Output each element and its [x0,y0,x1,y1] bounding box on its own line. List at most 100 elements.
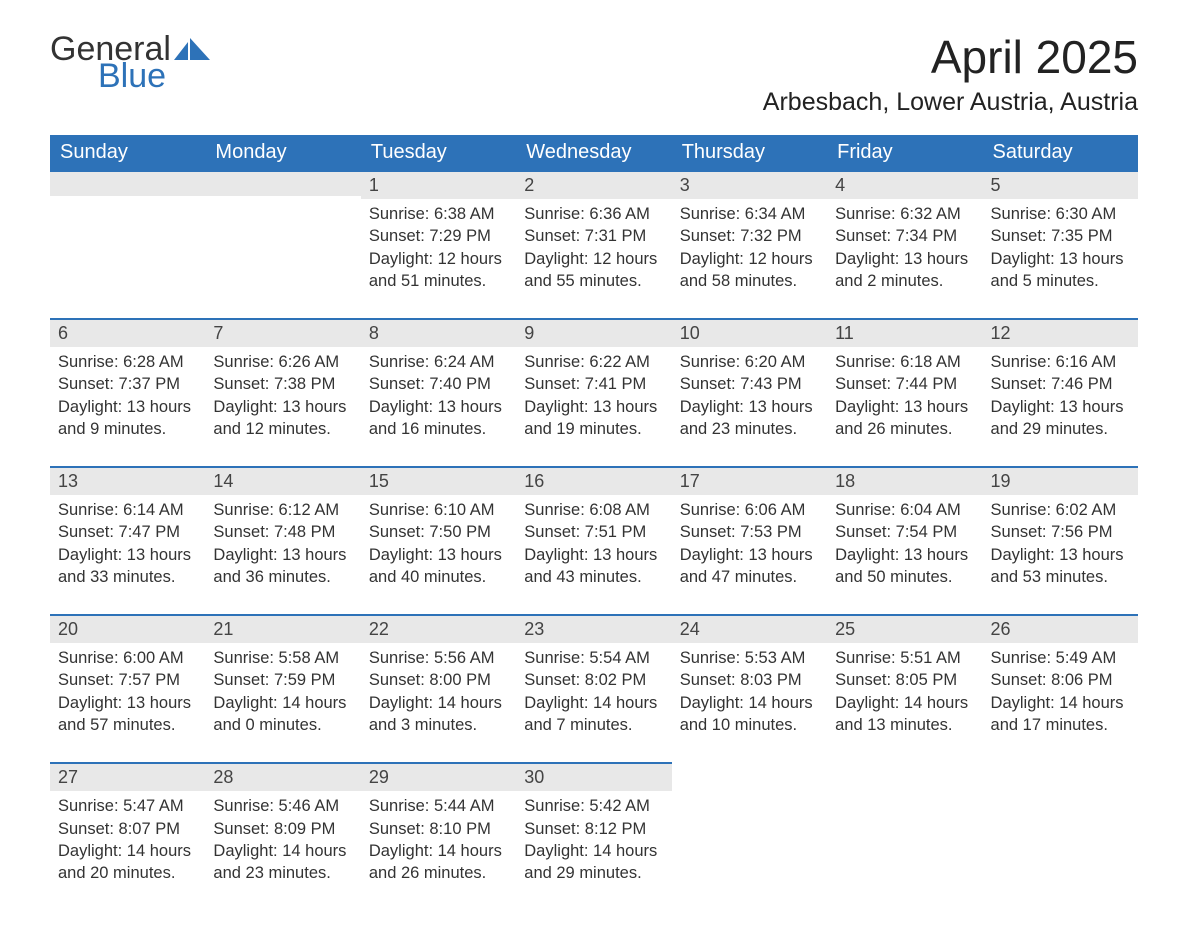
day-number: 6 [50,318,205,347]
day-cell: 6Sunrise: 6:28 AMSunset: 7:37 PMDaylight… [50,318,205,466]
day-content: Sunrise: 6:38 AMSunset: 7:29 PMDaylight:… [361,199,516,292]
day-number: 17 [672,466,827,495]
sunset-text: Sunset: 8:06 PM [991,669,1130,691]
day-number: 2 [516,170,671,199]
day-cell: 4Sunrise: 6:32 AMSunset: 7:34 PMDaylight… [827,170,982,318]
daylight-text: Daylight: 13 hours and 57 minutes. [58,692,197,737]
week-row: 20Sunrise: 6:00 AMSunset: 7:57 PMDayligh… [50,614,1138,762]
sunset-text: Sunset: 8:07 PM [58,818,197,840]
page-header: General Blue April 2025 Arbesbach, Lower… [50,30,1138,117]
sunset-text: Sunset: 8:12 PM [524,818,663,840]
day-content: Sunrise: 6:14 AMSunset: 7:47 PMDaylight:… [50,495,205,588]
sunrise-text: Sunrise: 6:06 AM [680,499,819,521]
daylight-text: Daylight: 13 hours and 5 minutes. [991,248,1130,293]
day-number: 24 [672,614,827,643]
day-content: Sunrise: 6:02 AMSunset: 7:56 PMDaylight:… [983,495,1138,588]
daylight-text: Daylight: 13 hours and 29 minutes. [991,396,1130,441]
day-number: 27 [50,762,205,791]
sunrise-text: Sunrise: 6:02 AM [991,499,1130,521]
logo: General Blue [50,30,212,96]
daylight-text: Daylight: 14 hours and 13 minutes. [835,692,974,737]
day-content: Sunrise: 6:26 AMSunset: 7:38 PMDaylight:… [205,347,360,440]
day-number: 12 [983,318,1138,347]
sunset-text: Sunset: 7:46 PM [991,373,1130,395]
day-cell [983,762,1138,910]
daylight-text: Daylight: 13 hours and 9 minutes. [58,396,197,441]
day-cell: 29 Sunrise: 5:44 AMSunset: 8:10 PMDayligh… [361,762,516,910]
sunset-text: Sunset: 8:02 PM [524,669,663,691]
sunrise-text: Sunrise: 6:38 AM [369,203,508,225]
day-number: 18 [827,466,982,495]
sunset-text: Sunset: 7:32 PM [680,225,819,247]
sunset-text: Sunset: 7:59 PM [213,669,352,691]
day-number: 11 [827,318,982,347]
day-cell: 24Sunrise: 5:53 AMSunset: 8:03 PMDayligh… [672,614,827,762]
sunrise-text: Sunrise: 6:04 AM [835,499,974,521]
day-cell [672,762,827,910]
sunset-text: Sunset: 7:48 PM [213,521,352,543]
daylight-text: Daylight: 13 hours and 33 minutes. [58,544,197,589]
day-number [205,170,360,196]
sunset-text: Sunset: 8:03 PM [680,669,819,691]
sunset-text: Sunset: 8:10 PM [369,818,508,840]
sunrise-text: Sunrise: 5:49 AM [991,647,1130,669]
day-content: Sunrise: 5:56 AMSunset: 8:00 PMDaylight:… [361,643,516,736]
day-number [50,170,205,196]
day-content: Sunrise: 6:18 AMSunset: 7:44 PMDaylight:… [827,347,982,440]
day-content: Sunrise: 6:12 AMSunset: 7:48 PMDaylight:… [205,495,360,588]
week-row: 27Sunrise: 5:47 AMSunset: 8:07 PMDayligh… [50,762,1138,910]
daylight-text: Daylight: 13 hours and 2 minutes. [835,248,974,293]
logo-text-2: Blue [98,57,166,96]
daylight-text: Daylight: 14 hours and 26 minutes. [369,840,508,885]
daylight-text: Daylight: 13 hours and 53 minutes. [991,544,1130,589]
sunrise-text: Sunrise: 6:00 AM [58,647,197,669]
sunrise-text: Sunrise: 6:18 AM [835,351,974,373]
day-number: 19 [983,466,1138,495]
day-cell: 26Sunrise: 5:49 AMSunset: 8:06 PMDayligh… [983,614,1138,762]
sunset-text: Sunset: 7:47 PM [58,521,197,543]
sunset-text: Sunset: 8:05 PM [835,669,974,691]
sunset-text: Sunset: 7:37 PM [58,373,197,395]
daylight-text: Daylight: 12 hours and 51 minutes. [369,248,508,293]
day-content: Sunrise: 6:24 AMSunset: 7:40 PMDaylight:… [361,347,516,440]
daylight-text: Daylight: 13 hours and 40 minutes. [369,544,508,589]
daylight-text: Daylight: 13 hours and 23 minutes. [680,396,819,441]
day-number: 3 [672,170,827,199]
day-number: 29 [361,762,516,791]
day-number: 14 [205,466,360,495]
day-number: 7 [205,318,360,347]
day-cell: 9Sunrise: 6:22 AMSunset: 7:41 PMDaylight… [516,318,671,466]
day-number: 1 [361,170,516,199]
day-number: 28 [205,762,360,791]
day-cell: 18Sunrise: 6:04 AMSunset: 7:54 PMDayligh… [827,466,982,614]
daylight-text: Daylight: 14 hours and 29 minutes. [524,840,663,885]
sunrise-text: Sunrise: 6:28 AM [58,351,197,373]
day-content: Sunrise: 6:28 AMSunset: 7:37 PMDaylight:… [50,347,205,440]
day-cell: 8Sunrise: 6:24 AMSunset: 7:40 PMDaylight… [361,318,516,466]
title-block: April 2025 Arbesbach, Lower Austria, Aus… [763,30,1138,117]
day-number: 10 [672,318,827,347]
day-cell: 2Sunrise: 6:36 AMSunset: 7:31 PMDaylight… [516,170,671,318]
sunset-text: Sunset: 7:38 PM [213,373,352,395]
day-content: Sunrise: 6:08 AMSunset: 7:51 PMDaylight:… [516,495,671,588]
location-text: Arbesbach, Lower Austria, Austria [763,88,1138,117]
day-content: Sunrise: 5:46 AMSunset: 8:09 PMDaylight:… [205,791,360,884]
sunrise-text: Sunrise: 6:26 AM [213,351,352,373]
sunrise-text: Sunrise: 5:44 AM [369,795,508,817]
daylight-text: Daylight: 13 hours and 36 minutes. [213,544,352,589]
day-number: 23 [516,614,671,643]
day-cell: 11Sunrise: 6:18 AMSunset: 7:44 PMDayligh… [827,318,982,466]
daylight-text: Daylight: 13 hours and 47 minutes. [680,544,819,589]
calendar-body: 1Sunrise: 6:38 AMSunset: 7:29 PMDaylight… [50,170,1138,910]
sunrise-text: Sunrise: 5:58 AM [213,647,352,669]
day-number: 16 [516,466,671,495]
sunset-text: Sunset: 8:09 PM [213,818,352,840]
daylight-text: Daylight: 14 hours and 7 minutes. [524,692,663,737]
day-content: Sunrise: 6:04 AMSunset: 7:54 PMDaylight:… [827,495,982,588]
day-content: Sunrise: 6:30 AMSunset: 7:35 PMDaylight:… [983,199,1138,292]
day-header: Wednesday [516,135,671,170]
sunrise-text: Sunrise: 6:34 AM [680,203,819,225]
day-cell: 21Sunrise: 5:58 AMSunset: 7:59 PMDayligh… [205,614,360,762]
sunrise-text: Sunrise: 6:14 AM [58,499,197,521]
sunset-text: Sunset: 7:56 PM [991,521,1130,543]
